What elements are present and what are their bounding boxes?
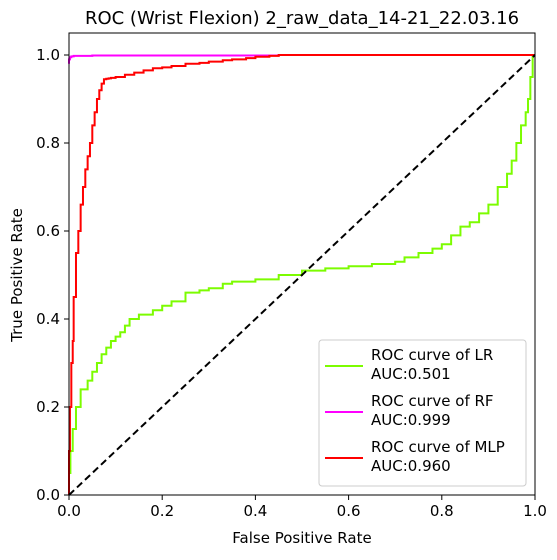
y-tick-label: 0.0	[36, 486, 60, 504]
chance-diagonal-line	[68, 54, 536, 496]
plot-frame	[68, 32, 536, 496]
legend-label: ROC curve of LR	[371, 346, 493, 364]
y-tick-label: 0.2	[36, 398, 60, 416]
y-tick-label: 0.8	[36, 134, 60, 152]
legend-auc: AUC:0.501	[371, 365, 451, 383]
x-tick-label: 0.4	[243, 502, 267, 520]
y-tick-label: 1.0	[36, 46, 60, 64]
legend-label: ROC curve of RF	[371, 392, 494, 410]
x-tick-label: 0.6	[337, 502, 361, 520]
y-tick-label: 0.6	[36, 222, 60, 240]
x-tick-label: 0.8	[430, 502, 454, 520]
y-tick-label: 0.4	[36, 310, 60, 328]
series-line-rf	[68, 54, 535, 64]
legend-box	[318, 339, 527, 487]
chart-title: ROC (Wrist Flexion) 2_raw_data_14-21_22.…	[85, 8, 519, 29]
x-tick-label: 1.0	[523, 502, 547, 520]
series-line-mlp	[68, 54, 535, 495]
y-axis-label: True Positive Rate	[8, 208, 26, 343]
legend-label: ROC curve of MLP	[371, 438, 505, 456]
series-line-lr	[68, 54, 535, 495]
legend-auc: AUC:0.960	[371, 457, 451, 475]
x-axis-label: False Positive Rate	[232, 529, 371, 547]
legend-auc: AUC:0.999	[371, 411, 451, 429]
x-tick-label: 0.2	[150, 502, 174, 520]
x-tick-label: 0.0	[57, 502, 81, 520]
